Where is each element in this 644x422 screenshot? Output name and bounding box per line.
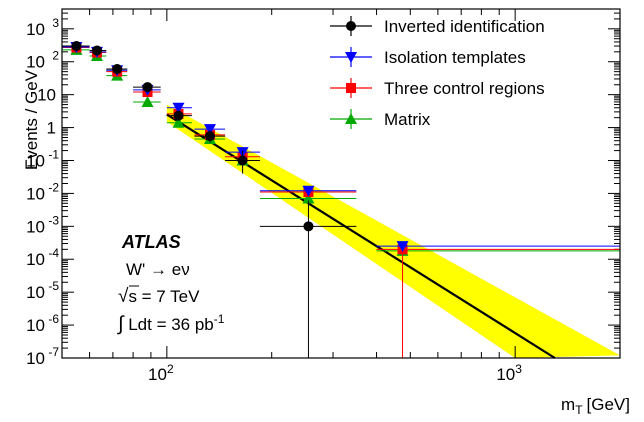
data-point <box>141 95 154 107</box>
data-point <box>142 82 153 93</box>
data-point <box>204 131 215 142</box>
energy-label: √s = 7 TeV <box>118 286 200 307</box>
y-tick-label: 10 -5 <box>26 279 59 302</box>
integral-sign: ∫ <box>117 313 125 335</box>
data-point <box>302 185 315 197</box>
energy-text: s = 7 TeV <box>128 287 200 306</box>
annotations: ATLAS W' → eν √s = 7 TeV ∫ Ldt = 36 pb-1 <box>117 232 225 335</box>
lumi-text: Ldt = 36 pb <box>123 315 213 334</box>
legend-label: Isolation templates <box>384 48 526 67</box>
y-tick-label: 10 -3 <box>26 213 59 236</box>
legend-entry: Three control regions <box>330 78 545 98</box>
process-label: W' → eν <box>126 260 190 279</box>
fit-line-layer <box>166 113 556 359</box>
fit-line <box>166 113 556 359</box>
fit-uncertainty-band <box>166 104 620 358</box>
data-point <box>112 64 123 75</box>
data-point <box>203 124 216 136</box>
experiment-label: ATLAS <box>121 232 181 252</box>
axis-ticks-layer <box>61 8 621 359</box>
data-point <box>173 110 184 121</box>
y-tick-label: 10 3 <box>26 16 59 39</box>
y-tick-label: 1 <box>47 119 56 138</box>
x-axis-title-main: m <box>561 395 575 414</box>
y-tick-label: 10 -1 <box>26 147 59 170</box>
y-tick-label: 10 -2 <box>26 180 59 203</box>
y-tick-label: 10 <box>37 86 56 105</box>
legend-marker <box>345 52 357 63</box>
data-point <box>302 192 315 204</box>
x-tick-label: 103 <box>496 362 522 384</box>
legend-label: Inverted identification <box>384 17 545 36</box>
data-point <box>91 45 102 56</box>
lumi-label: ∫ Ldt = 36 pb-1 <box>117 312 225 335</box>
data-points-layer <box>62 41 620 358</box>
x-axis-title-sub: T <box>575 403 583 417</box>
sqrt-sign: √ <box>118 286 129 307</box>
x-axis-title-unit: [GeV] <box>587 395 630 414</box>
y-tick-label: 10 2 <box>26 49 59 72</box>
legend-marker <box>346 83 356 93</box>
lumi-exp: -1 <box>214 312 225 326</box>
legend-marker <box>345 113 357 124</box>
legend-entry: Isolation templates <box>330 47 526 67</box>
data-point <box>303 221 314 232</box>
y-axis-title: Events / GeV <box>22 69 41 170</box>
legend-label: Matrix <box>384 110 431 129</box>
data-point <box>396 241 409 253</box>
legend: Inverted identification Isolation templat… <box>330 16 545 129</box>
plot-frame <box>61 8 621 359</box>
legend-entry: Inverted identification <box>330 16 545 36</box>
y-tick-label: 10 -7 <box>26 345 59 368</box>
data-point <box>172 116 185 128</box>
y-tick-label: 10 -4 <box>26 246 59 269</box>
series-inverted-identification <box>62 41 357 358</box>
data-point <box>172 102 185 114</box>
x-tick-label: 102 <box>148 362 174 384</box>
y-tick-label: 10 -6 <box>26 312 59 335</box>
tick-labels-layer: 102 103 10-7 10-6 10-5 10-4 10-3 10-2 10 -1 1 10 10 2… <box>26 16 522 384</box>
fit-uncertainty-band-layer <box>166 104 620 358</box>
x-axis-title: mT [GeV] <box>561 395 630 417</box>
data-point <box>237 155 248 166</box>
data-point <box>71 41 82 52</box>
legend-entry: Matrix <box>330 109 431 129</box>
legend-label: Three control regions <box>384 79 545 98</box>
legend-marker <box>346 21 356 31</box>
